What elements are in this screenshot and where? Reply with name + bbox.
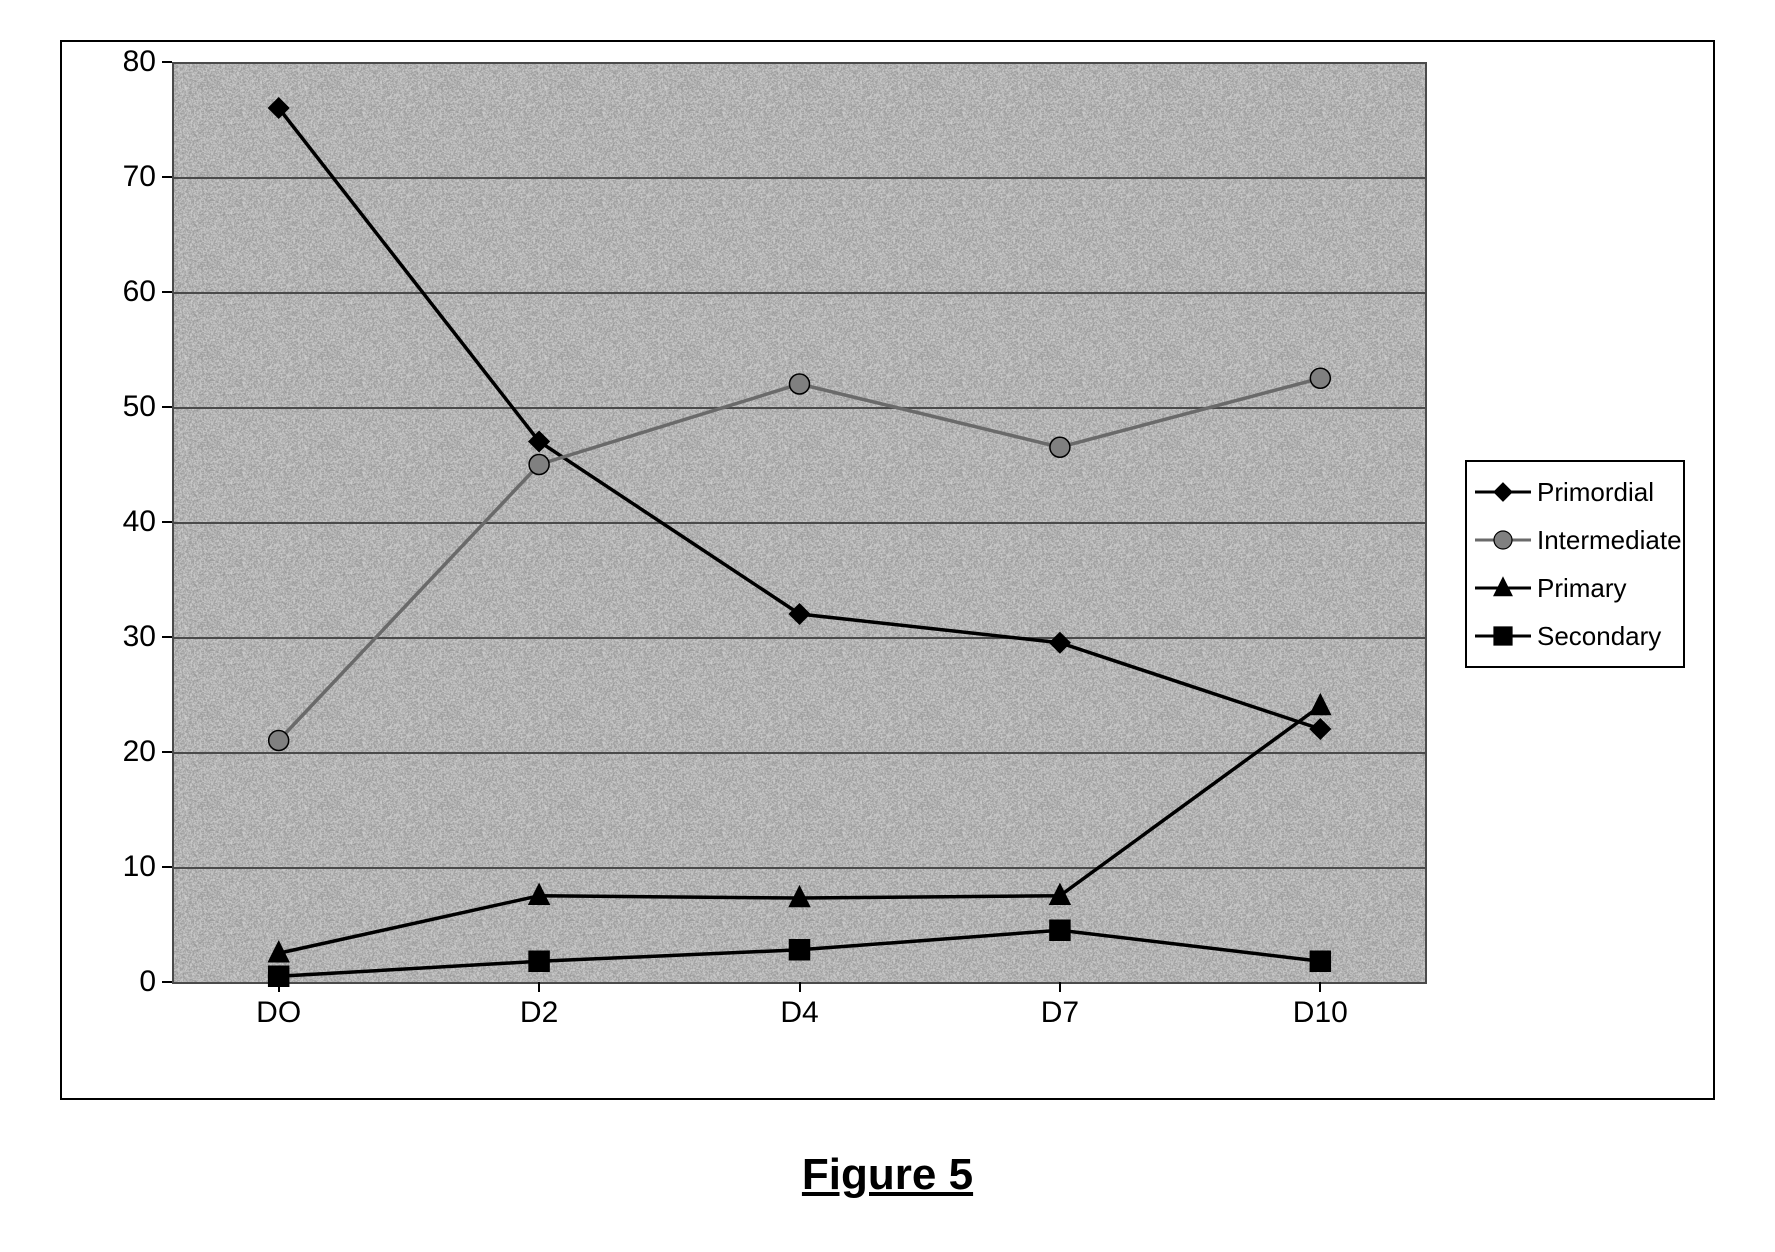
series-layer <box>172 62 1427 982</box>
legend-sample <box>1475 520 1531 560</box>
legend-item: Primordial <box>1475 468 1675 516</box>
series-marker <box>1050 920 1070 940</box>
series-marker <box>790 604 810 624</box>
y-tick <box>162 291 172 293</box>
y-tick-label: 70 <box>123 160 156 194</box>
legend-item: Secondary <box>1475 612 1675 660</box>
y-tick-label: 10 <box>123 850 156 884</box>
series-marker <box>1050 633 1070 653</box>
series-marker <box>1310 368 1330 388</box>
y-tick <box>162 751 172 753</box>
legend-sample <box>1475 472 1531 512</box>
series-marker <box>269 731 289 751</box>
series-line <box>279 378 1321 740</box>
y-tick <box>162 521 172 523</box>
figure-caption: Figure 5 <box>0 1150 1775 1200</box>
legend-sample <box>1475 616 1531 656</box>
x-tick-label: D4 <box>780 996 818 1030</box>
x-tick-label: D10 <box>1293 996 1348 1030</box>
y-tick-label: 30 <box>123 620 156 654</box>
y-tick <box>162 981 172 983</box>
y-tick <box>162 176 172 178</box>
legend-label: Primordial <box>1537 477 1654 508</box>
series-marker <box>529 455 549 475</box>
y-axis-labels: 01020304050607080 <box>107 62 164 982</box>
series-marker <box>529 951 549 971</box>
plot-area <box>172 62 1427 982</box>
y-tick <box>162 406 172 408</box>
y-tick-label: 40 <box>123 505 156 539</box>
series-marker <box>1310 695 1330 715</box>
y-tick-label: 80 <box>123 45 156 79</box>
chart-frame: 0 10 20 30 40 50 60 70 80 DO D2 D4 D7 D10 Primordial… <box>60 40 1715 1100</box>
series-marker <box>1050 437 1070 457</box>
series-marker <box>790 940 810 960</box>
y-tick <box>162 866 172 868</box>
series-marker <box>1310 951 1330 971</box>
x-tick-label: DO <box>256 996 301 1030</box>
y-tick-label: 0 <box>139 965 156 999</box>
legend-item: Primary <box>1475 564 1675 612</box>
x-tick-label: D7 <box>1041 996 1079 1030</box>
x-axis-labels: DO D2 D4 D7 D10 <box>172 990 1427 1050</box>
plot-axes-wrapper: 01020304050607080 DOD2D4D7D10 <box>107 62 1427 1062</box>
x-tick-label: D2 <box>520 996 558 1030</box>
series-marker <box>790 374 810 394</box>
y-tick-label: 60 <box>123 275 156 309</box>
legend-label: Intermediate <box>1537 525 1682 556</box>
y-tick <box>162 636 172 638</box>
y-tick-label: 20 <box>123 735 156 769</box>
series-line <box>279 706 1321 953</box>
legend-item: Intermediate <box>1475 516 1675 564</box>
y-tick-label: 50 <box>123 390 156 424</box>
y-tick <box>162 61 172 63</box>
series-marker <box>1310 719 1330 739</box>
series-marker <box>269 966 289 986</box>
legend: Primordial Intermediate Primary Secondary <box>1465 460 1685 668</box>
legend-sample <box>1475 568 1531 608</box>
legend-label: Primary <box>1537 573 1627 604</box>
legend-label: Secondary <box>1537 621 1661 652</box>
